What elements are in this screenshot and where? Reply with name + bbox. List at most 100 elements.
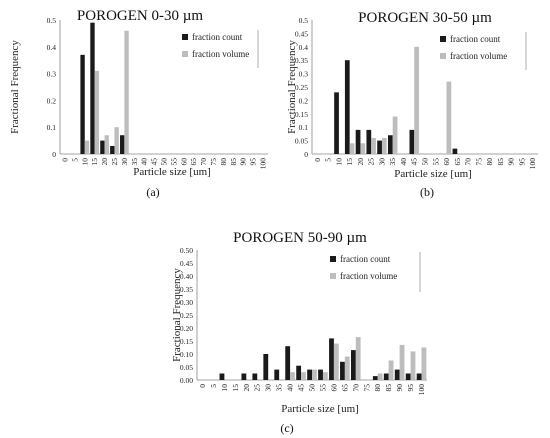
bar-fraction-volume: [360, 143, 366, 154]
x-tick-label: 60: [442, 158, 451, 166]
x-tick-label: 80: [219, 158, 228, 166]
bar-fraction-count: [110, 145, 115, 154]
bar-fraction-count: [334, 92, 339, 154]
x-tick-label: 70: [199, 158, 208, 166]
x-tick-label: 90: [239, 158, 248, 166]
bar-fraction-count: [394, 369, 400, 380]
x-tick-label: 10: [220, 384, 229, 392]
x-tick-label: 0: [198, 384, 207, 388]
y-tick-label: 0.3: [299, 70, 309, 79]
bar-fraction-volume: [349, 143, 355, 154]
legend-swatch-volume: [440, 53, 446, 59]
legend-label-count: fraction count: [340, 254, 391, 264]
caption-a: (a): [146, 185, 159, 199]
x-tick-label: 45: [297, 384, 306, 392]
bar-fraction-volume: [399, 344, 405, 380]
y-tick-label: 0.05: [180, 363, 193, 372]
x-tick-label: 50: [308, 384, 317, 392]
x-tick-label: 75: [362, 384, 371, 392]
y-axis-label: Fractional Frequency: [286, 40, 298, 134]
legend: fraction count fraction volume: [330, 252, 421, 292]
x-tick-label: 20: [100, 158, 109, 166]
y-tick-label: 0.20: [180, 324, 193, 333]
x-tick-label: 40: [140, 158, 149, 166]
bar-fraction-count: [409, 129, 415, 154]
bar-fraction-volume: [392, 116, 398, 154]
x-tick-label: 75: [474, 158, 483, 166]
y-tick-label: 0.25: [295, 83, 308, 92]
bar-fraction-count: [405, 373, 411, 380]
y-tick-label: 0.45: [180, 259, 193, 268]
x-tick-label: 35: [388, 158, 397, 166]
bar-fraction-count: [329, 338, 334, 380]
x-tick-label: 25: [367, 158, 376, 166]
bar-fraction-count: [285, 346, 291, 380]
bar-fraction-volume: [446, 81, 452, 154]
x-tick-label: 35: [275, 384, 284, 392]
x-tick-label: 25: [253, 384, 262, 392]
x-tick-label: 60: [179, 158, 188, 166]
y-tick-label: 0.5: [47, 16, 57, 25]
x-tick-label: 45: [410, 158, 419, 166]
bar-fraction-count: [416, 373, 422, 380]
legend-swatch-count: [330, 256, 336, 262]
x-tick-label: 85: [496, 158, 505, 166]
x-tick-label: 40: [286, 384, 295, 392]
bar-fraction-count: [274, 369, 280, 380]
bar-fraction-count: [355, 129, 361, 154]
y-tick-label: 0.1: [299, 123, 309, 132]
x-tick-label: 25: [110, 158, 119, 166]
x-tick-label: 5: [209, 384, 218, 388]
x-tick-label: 15: [345, 158, 354, 166]
x-tick-label: 50: [421, 158, 430, 166]
legend: fraction count fraction volume: [182, 30, 259, 68]
bar-fraction-volume: [355, 337, 361, 380]
x-tick-label: 10: [80, 158, 89, 166]
y-axis-label: Fractional Frequency: [9, 40, 21, 134]
x-tick-label: 5: [324, 158, 333, 162]
y-tick-label: 0.35: [180, 285, 193, 294]
bar-fraction-count: [307, 369, 312, 380]
legend: fraction count fraction volume: [440, 32, 527, 70]
bar-fraction-volume: [94, 70, 100, 154]
y-tick-label: 0.15: [295, 110, 308, 119]
bar-fraction-volume: [104, 135, 109, 154]
legend-swatch-volume: [330, 273, 336, 279]
x-tick-label: 50: [160, 158, 169, 166]
bar-fraction-count: [120, 135, 125, 154]
y-tick-label: 0.25: [180, 311, 193, 320]
x-tick-label: 55: [169, 158, 178, 166]
chart-title: POROGEN 50-90 µm: [233, 230, 367, 246]
chart-title: POROGEN 30-50 µm: [358, 10, 492, 26]
legend-swatch-count: [440, 36, 446, 42]
bar-fraction-volume: [333, 343, 339, 380]
x-tick-label: 90: [395, 384, 404, 392]
bar-fraction-count: [252, 373, 258, 380]
bar-fraction-count: [318, 369, 323, 380]
bar-fraction-volume: [84, 140, 90, 154]
x-tick-label: 45: [150, 158, 159, 166]
bar-fraction-count: [452, 148, 458, 154]
legend-label-volume: fraction volume: [450, 51, 507, 61]
y-tick-label: 0.00: [180, 376, 193, 385]
x-tick-label: 85: [384, 384, 393, 392]
bar-fraction-volume: [381, 137, 387, 154]
caption-c: (c): [280, 421, 293, 435]
y-tick-label: 0.05: [295, 137, 308, 146]
x-tick-label: 100: [417, 384, 426, 396]
bar-fraction-volume: [312, 369, 317, 380]
y-tick-label: 0.4: [299, 43, 309, 52]
x-tick-label: 75: [209, 158, 218, 166]
bar-fraction-volume: [290, 372, 295, 380]
bar-fraction-count: [90, 22, 95, 155]
chart-a: POROGEN 0-30 µm Fractional Frequency 0 0.1 0…: [9, 8, 268, 178]
x-tick-label: 65: [453, 158, 462, 166]
chart-title: POROGEN 0-30 µm: [77, 8, 203, 24]
legend-label-volume: fraction volume: [340, 271, 397, 281]
y-tick-label: 0.2: [47, 96, 57, 105]
x-tick-label: 30: [264, 384, 273, 392]
bar-fraction-volume: [124, 30, 129, 154]
x-tick-label: 5: [70, 158, 79, 162]
y-tick-label: 0.40: [180, 272, 193, 281]
bar-fraction-count: [372, 376, 378, 380]
